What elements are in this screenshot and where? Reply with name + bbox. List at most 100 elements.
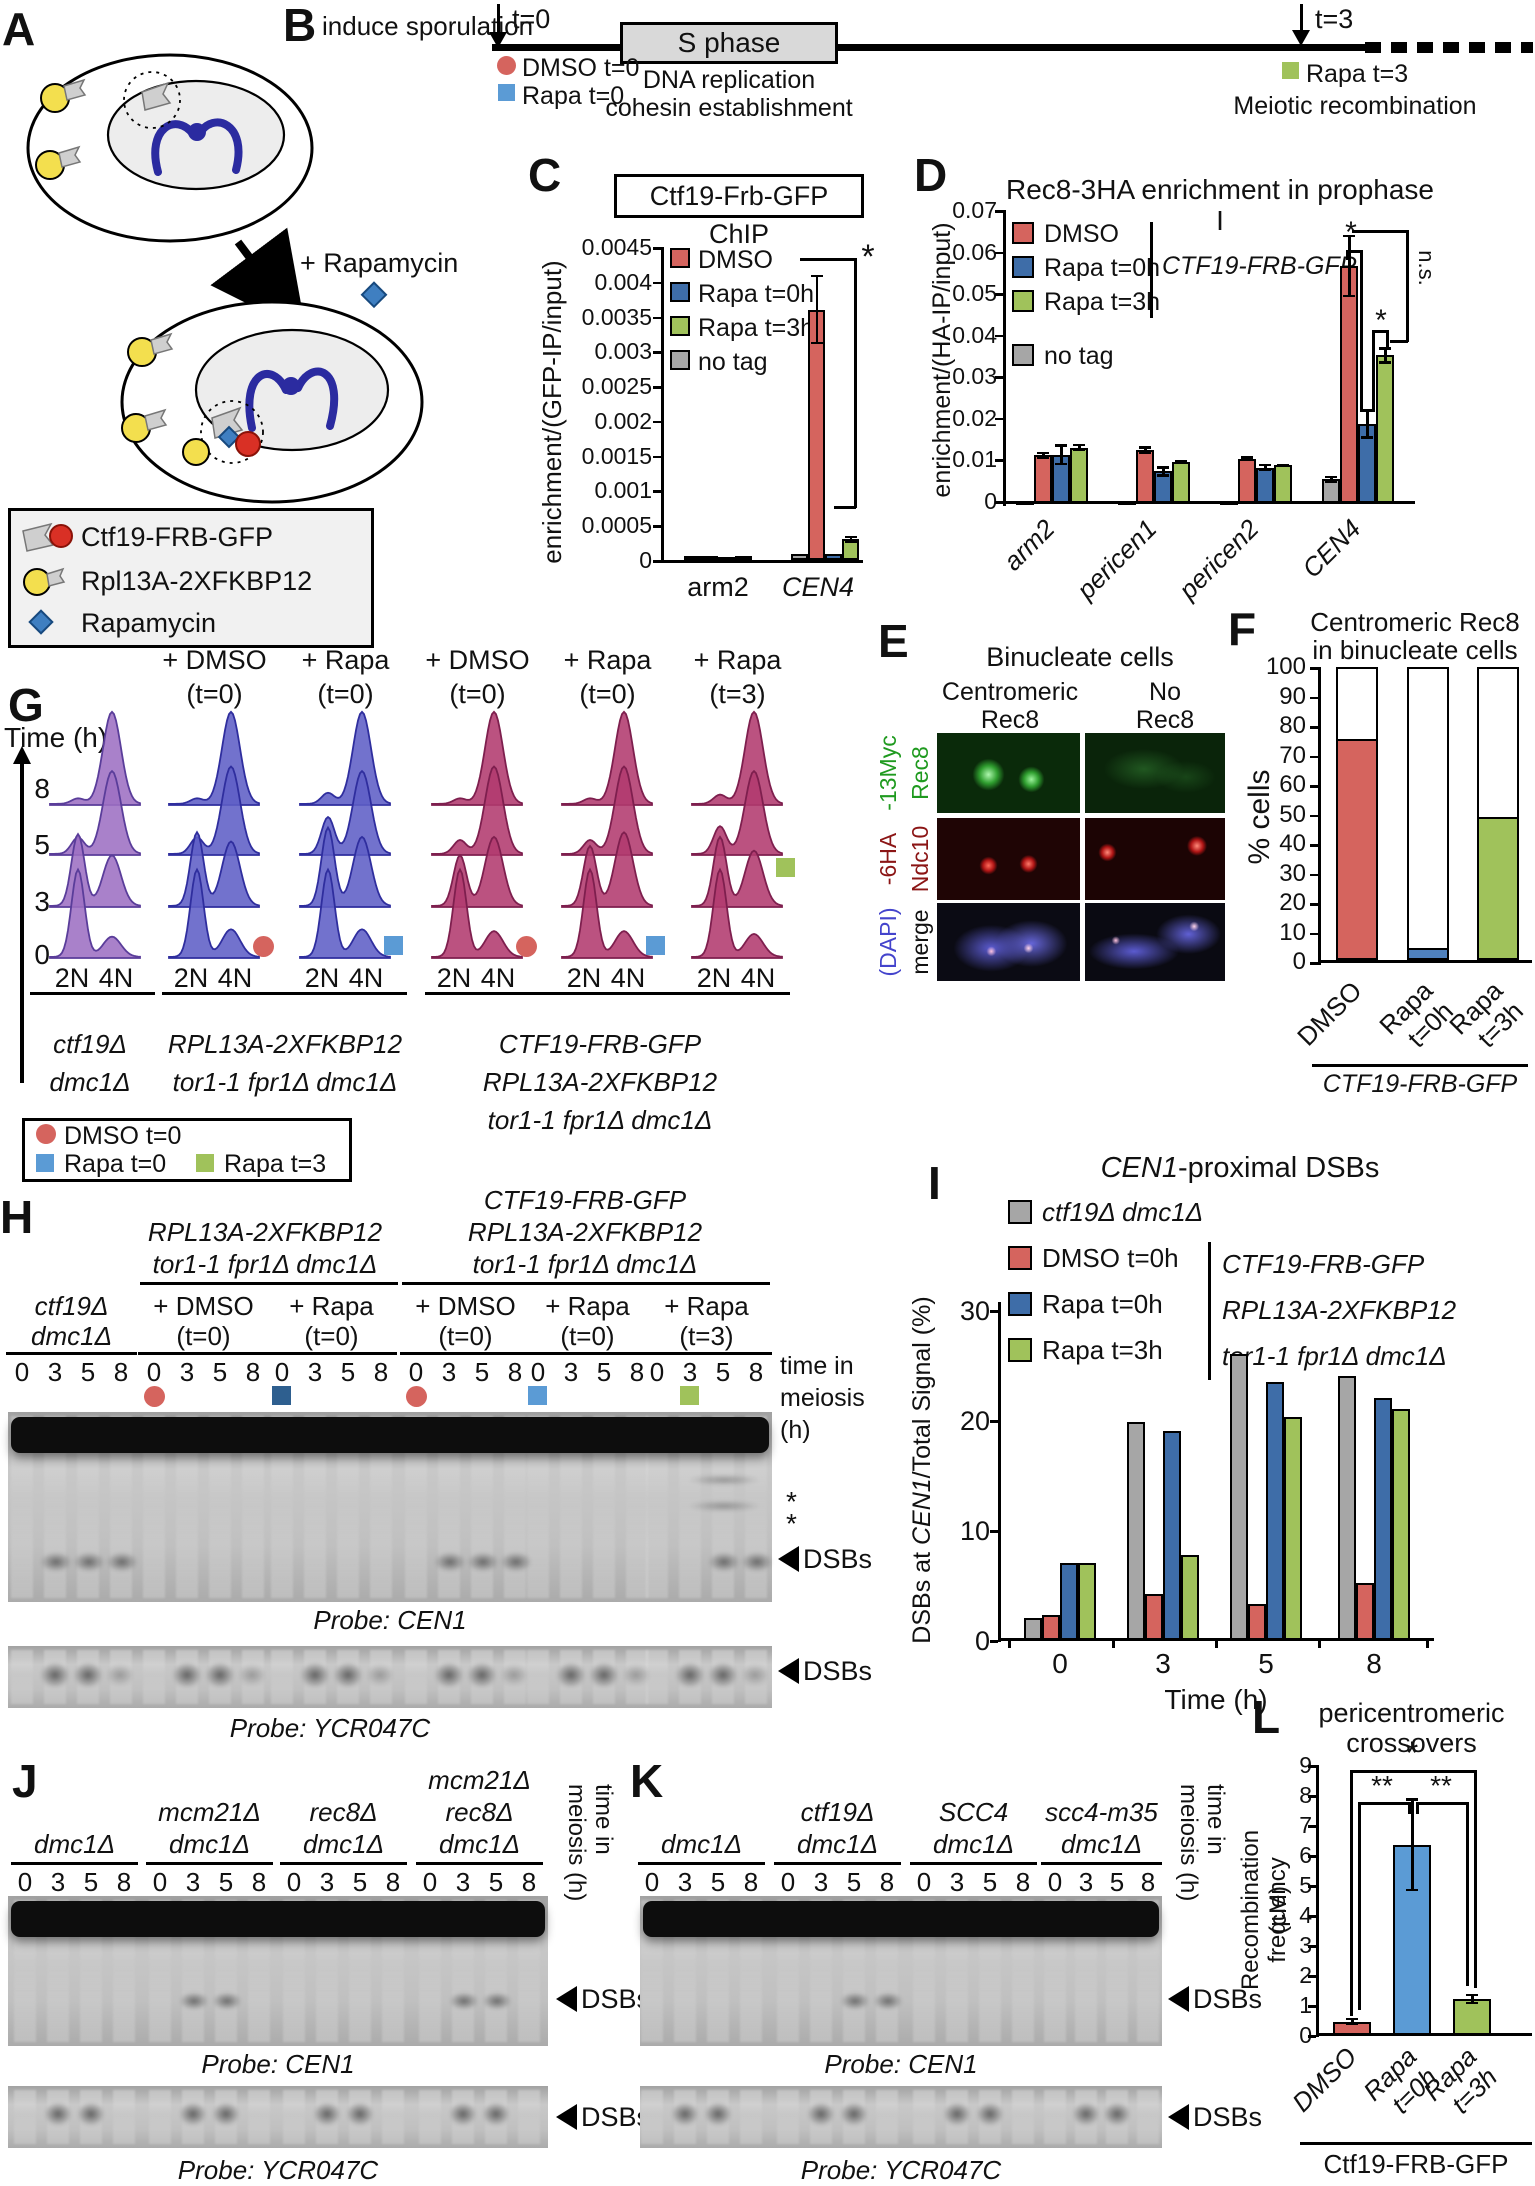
h-lane-num: 0	[14, 1357, 30, 1387]
h-gel-cen1-top-band	[11, 1417, 769, 1453]
g-genotype: CTF19-FRB-GFP	[498, 1029, 702, 1059]
i-legend-bracket	[1208, 1242, 1211, 1380]
gel-genotype: dmc1Δ	[1060, 1829, 1143, 1859]
gel-lane-num: 0	[916, 1867, 932, 1897]
d-bar-pericen2	[1238, 458, 1256, 503]
g-genotype: ctf19Δ	[53, 1029, 127, 1059]
i-legend-bracket-line: CTF19-FRB-GFP	[1222, 1249, 1425, 1279]
d-err-c2	[1139, 451, 1151, 454]
h-gel-cen1-lane-19	[626, 1416, 648, 1598]
chromosome-icon	[245, 370, 290, 432]
d-ytick-label: 0.03	[952, 363, 997, 390]
h-lane-num: 0	[649, 1357, 665, 1387]
rpl13a-flag-icon	[58, 145, 82, 168]
c-ytick-label: 0.0015	[581, 442, 652, 469]
g-genotype: tor1-1 fpr1Δ dmc1Δ	[172, 1067, 398, 1097]
c-err	[815, 274, 818, 345]
gel-ycr-J-lane-7	[248, 2090, 270, 2144]
h-dsb-band	[467, 1552, 499, 1572]
l-err-0-c2	[1346, 2022, 1358, 2026]
f-ytick-label: 70	[1279, 741, 1306, 769]
h-gel-ycr047c-lane-16	[527, 1650, 549, 1704]
i-ylabel-p1: CEN1	[908, 1478, 936, 1546]
gel-genotype: dmc1Δ	[932, 1829, 1015, 1859]
i-ylabel-p2: /Total Signal (%)	[908, 1296, 936, 1479]
d-err-c1	[1073, 443, 1085, 447]
j-dsb-band	[449, 1992, 479, 2010]
h-lane-num: 5	[474, 1357, 490, 1387]
gel-lane-num: 8	[116, 1867, 132, 1897]
rapa-t3-label: Rapa t=3	[1306, 60, 1409, 88]
l-ytick-label: 8	[1299, 1782, 1312, 1808]
h-cond-label: (t=0)	[304, 1321, 359, 1351]
h-band	[467, 1662, 497, 1688]
gel-band	[943, 2102, 971, 2126]
l-err-1-c2	[1406, 1888, 1418, 1891]
gel-ycr-J-lane-8	[283, 2090, 305, 2144]
h-lane-num: 5	[715, 1357, 731, 1387]
gel-underline	[774, 1862, 901, 1865]
meiotic-recombination-label: Meiotic recombination	[1233, 92, 1477, 120]
i-ytick-label: 0	[974, 1626, 990, 1656]
h-band	[500, 1664, 528, 1686]
g-col-header2: (t=0)	[186, 679, 243, 709]
h-band	[238, 1664, 266, 1686]
e-row-tag-merge: (DAPI)	[875, 907, 901, 977]
f-ytick	[1310, 903, 1318, 906]
b-timeline-dashed	[1365, 42, 1533, 53]
d-sig1-v1	[1346, 250, 1349, 260]
h-side-label: (h)	[780, 1416, 811, 1444]
f-bar-fill-DMSO	[1336, 738, 1378, 960]
g-facs-histogram-5	[691, 710, 783, 959]
d-err-c1	[1055, 444, 1067, 447]
d-err-c2	[1325, 480, 1337, 483]
l-sig-right-h	[1416, 1802, 1468, 1805]
g-xtick-2n: 2N	[173, 963, 209, 993]
gel-side-label: time in meiosis (h)	[558, 1784, 617, 1984]
g-col-header2: (t=3)	[709, 679, 766, 709]
gel-band	[840, 2102, 868, 2126]
e-micrograph-1	[1085, 733, 1225, 813]
i-xtick-label: 0	[1052, 1648, 1068, 1679]
gel-probe2: Probe: YCR047C	[800, 2155, 1002, 2185]
d-ytick-label: 0	[984, 488, 997, 514]
h-gel-cen1-lane-11	[370, 1416, 392, 1598]
h-marker-4	[528, 1386, 547, 1405]
h-lane-num: 3	[563, 1357, 579, 1387]
c-ytick	[653, 281, 661, 285]
gel-genotype: rec8Δ	[445, 1797, 514, 1827]
rpl13a-2xfkbp12-icon	[23, 567, 66, 596]
c-ytick	[653, 455, 661, 459]
d-ytick-label: 0.05	[952, 280, 997, 307]
l-err-1-c1	[1406, 1798, 1418, 1801]
c-ytick-label: 0.004	[594, 268, 652, 295]
f-ytick-label: 60	[1279, 771, 1306, 798]
gel-genotype: ctf19Δ	[800, 1797, 875, 1827]
l-err-2-c1	[1466, 1993, 1478, 1997]
l-sig-left-h	[1358, 1802, 1410, 1805]
dmso-t0-label: DMSO t=0	[522, 54, 640, 82]
h-gel-ycr047c-lane-12	[405, 1650, 427, 1704]
h-cond-label: (t=3)	[679, 1321, 734, 1351]
h-band	[300, 1662, 330, 1688]
gel-band	[179, 2102, 207, 2126]
a-legend-label: Ctf19-FRB-GFP	[81, 521, 274, 552]
e-col1-header2: Rec8	[980, 706, 1040, 734]
panel-d-label: D	[914, 149, 948, 201]
h-cond-label: + Rapa	[545, 1291, 630, 1321]
h-band	[708, 1662, 738, 1688]
h-header-right: tor1-1 fpr1Δ dmc1Δ	[472, 1249, 698, 1279]
gel-underline	[910, 1862, 1037, 1865]
i-ylabel: DSBs at CEN1/Total Signal (%)	[908, 1295, 936, 1645]
gel-band	[704, 2102, 732, 2126]
i-bar	[1127, 1422, 1145, 1640]
h-asterisk-band	[688, 1474, 760, 1486]
g-genotype: RPL13A-2XFKBP12	[167, 1029, 403, 1059]
d-ytick	[995, 210, 1003, 213]
c-sig-bracket-v	[854, 258, 857, 508]
j-dsb-band	[212, 1992, 242, 2010]
l-sig-left-v2	[1408, 1802, 1411, 1814]
h-gel-cen1-lane-18	[593, 1416, 615, 1598]
c-ytick-label: 0.0045	[581, 234, 652, 260]
gel-genotype: scc4-m35	[1045, 1797, 1158, 1827]
